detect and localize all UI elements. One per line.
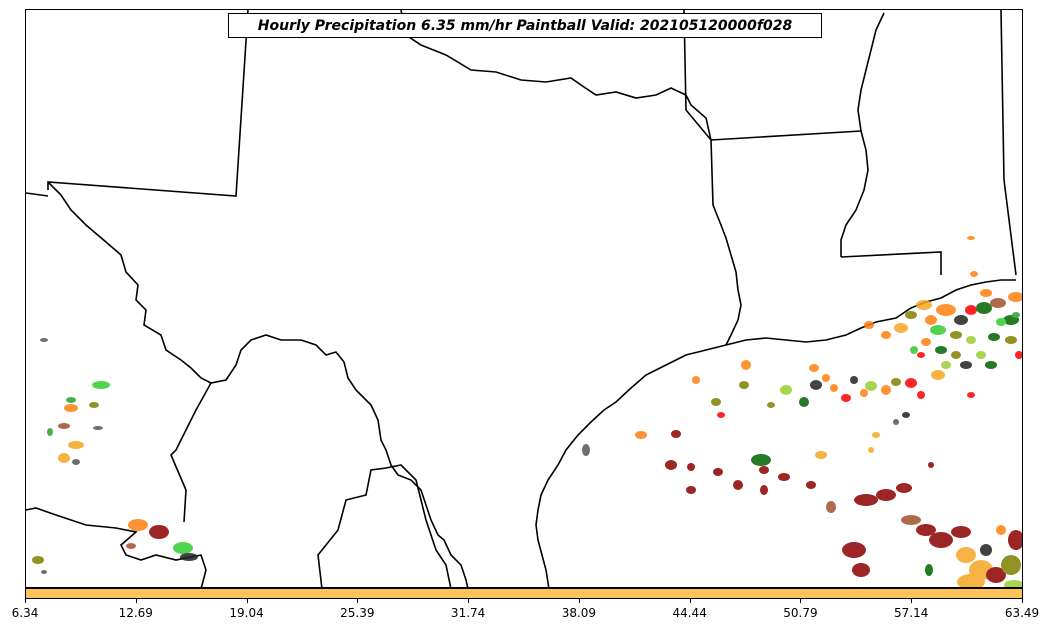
texas-louisiana-border (710, 139, 742, 346)
ms-al-border (1000, 10, 1017, 276)
colorbar-tick-label: 19.04 (229, 606, 264, 620)
mississippi-river (840, 12, 885, 257)
colorbar-tick (357, 599, 359, 603)
colorbar (25, 588, 1023, 599)
precip-blobs (32, 236, 1022, 587)
map-svg (26, 10, 1022, 587)
colorbar-tick-label: 44.44 (672, 606, 707, 620)
mexico-state-line-1 (170, 382, 212, 523)
colorbar-tick-label: 12.69 (118, 606, 153, 620)
colorbar-tick (578, 599, 580, 603)
colorbar-tick-label: 38.09 (561, 606, 597, 620)
colorbar-tick (911, 599, 913, 603)
louisiana-coast (725, 279, 1016, 346)
arkansas-line (683, 10, 712, 141)
colorbar-tick-label: 57.14 (894, 606, 929, 620)
map-panel (25, 9, 1023, 588)
colorbar-tick-label: 31.74 (450, 606, 486, 620)
texas-rio-grande (47, 181, 469, 587)
colorbar-tick-label: 6.34 (11, 606, 39, 620)
colorbar-tick (135, 599, 137, 603)
colorbar-tick-label: 50.79 (783, 606, 818, 620)
la-ms-border (840, 251, 942, 275)
mexico-state-line-3 (317, 464, 452, 587)
map-title: Hourly Precipitation 6.35 mm/hr Paintbal… (257, 17, 793, 34)
colorbar-tick-label: 63.49 (1004, 606, 1040, 620)
texas-coast (535, 344, 727, 587)
colorbar-tick-label: 25.39 (340, 606, 375, 620)
colorbar-tick (1022, 599, 1023, 603)
colorbar-tick (800, 599, 802, 603)
colorbar-tick (25, 599, 26, 603)
nm-border (47, 10, 249, 197)
colorbar-tick (689, 599, 691, 603)
ark-la-border (710, 130, 862, 141)
colorbar-tick (468, 599, 470, 603)
west-edge-line (26, 192, 49, 197)
map-title-box: Hourly Precipitation 6.35 mm/hr Paintbal… (228, 13, 822, 38)
colorbar-tick (246, 599, 248, 603)
